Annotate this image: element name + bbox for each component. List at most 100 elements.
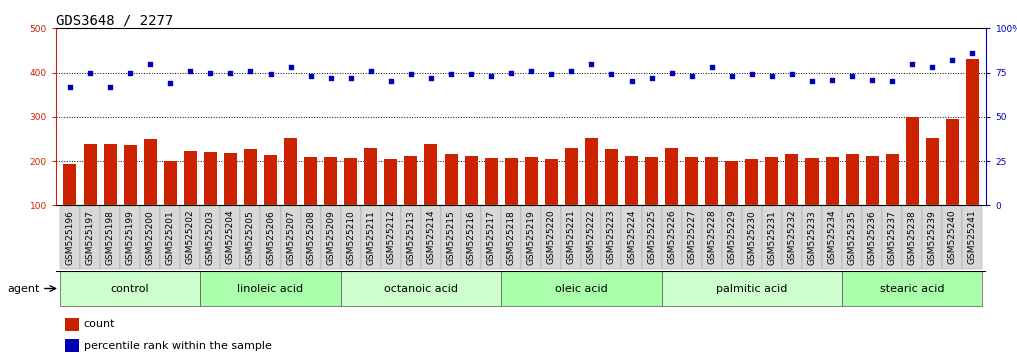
- Bar: [324, 156, 338, 205]
- Bar: [865, 156, 879, 205]
- Text: GSM525200: GSM525200: [145, 210, 155, 264]
- Bar: [621, 205, 642, 269]
- Point: [864, 77, 881, 82]
- Bar: [582, 205, 601, 269]
- Text: GSM525217: GSM525217: [486, 210, 495, 264]
- Bar: [421, 205, 441, 269]
- Bar: [83, 144, 97, 205]
- Point: [784, 72, 800, 77]
- Bar: [785, 154, 798, 205]
- Bar: [805, 158, 819, 205]
- Text: oleic acid: oleic acid: [555, 284, 608, 293]
- Bar: [501, 271, 662, 306]
- Text: GDS3648 / 2277: GDS3648 / 2277: [56, 13, 173, 27]
- Bar: [545, 159, 557, 205]
- Bar: [882, 205, 902, 269]
- Text: GSM525212: GSM525212: [386, 210, 396, 264]
- Point: [262, 72, 279, 77]
- Bar: [281, 205, 301, 269]
- Bar: [485, 158, 497, 205]
- Point: [844, 73, 860, 79]
- Text: linoleic acid: linoleic acid: [237, 284, 304, 293]
- Point: [102, 84, 118, 90]
- Text: GSM525204: GSM525204: [226, 210, 235, 264]
- Text: agent: agent: [7, 284, 40, 293]
- Bar: [341, 205, 361, 269]
- Bar: [361, 205, 380, 269]
- Bar: [200, 271, 341, 306]
- Bar: [120, 205, 140, 269]
- Bar: [344, 158, 357, 205]
- Text: GSM525201: GSM525201: [166, 210, 175, 264]
- Point: [884, 79, 900, 84]
- Text: GSM525206: GSM525206: [266, 210, 275, 264]
- Point: [142, 61, 159, 67]
- Text: GSM525221: GSM525221: [566, 210, 576, 264]
- Bar: [161, 205, 180, 269]
- Bar: [943, 205, 962, 269]
- Bar: [200, 205, 221, 269]
- Text: GSM525209: GSM525209: [326, 210, 336, 264]
- Bar: [705, 156, 718, 205]
- Text: GSM525238: GSM525238: [908, 210, 916, 264]
- Bar: [244, 149, 257, 205]
- Bar: [521, 205, 541, 269]
- Point: [242, 68, 258, 74]
- Bar: [60, 271, 200, 306]
- Text: GSM525213: GSM525213: [407, 210, 415, 264]
- Text: GSM525235: GSM525235: [847, 210, 856, 264]
- Bar: [104, 144, 117, 205]
- Bar: [80, 205, 100, 269]
- Text: percentile rank within the sample: percentile rank within the sample: [83, 341, 272, 350]
- Text: GSM525207: GSM525207: [286, 210, 295, 264]
- Point: [623, 79, 640, 84]
- Bar: [842, 205, 862, 269]
- Bar: [685, 156, 699, 205]
- Text: GSM525214: GSM525214: [426, 210, 435, 264]
- Text: GSM525203: GSM525203: [205, 210, 215, 264]
- Bar: [605, 149, 618, 205]
- Bar: [384, 159, 398, 205]
- Bar: [465, 156, 478, 205]
- Text: GSM525199: GSM525199: [126, 210, 134, 265]
- Bar: [946, 119, 959, 205]
- Bar: [140, 205, 161, 269]
- Point: [62, 84, 78, 90]
- Point: [644, 75, 660, 81]
- Point: [824, 77, 840, 82]
- Point: [82, 70, 99, 75]
- Point: [584, 61, 600, 67]
- Point: [704, 64, 720, 70]
- Text: GSM525236: GSM525236: [868, 210, 877, 264]
- Bar: [65, 318, 79, 331]
- Text: GSM525232: GSM525232: [787, 210, 796, 264]
- Bar: [601, 205, 621, 269]
- Text: GSM525226: GSM525226: [667, 210, 676, 264]
- Bar: [665, 148, 678, 205]
- Point: [543, 72, 559, 77]
- Bar: [441, 205, 461, 269]
- Bar: [100, 205, 120, 269]
- Text: GSM525234: GSM525234: [828, 210, 837, 264]
- Text: GSM525223: GSM525223: [607, 210, 616, 264]
- Bar: [221, 205, 240, 269]
- Bar: [902, 205, 922, 269]
- Bar: [504, 158, 518, 205]
- Bar: [164, 161, 177, 205]
- Point: [743, 72, 760, 77]
- Bar: [645, 156, 658, 205]
- Bar: [203, 152, 217, 205]
- Text: GSM525222: GSM525222: [587, 210, 596, 264]
- Bar: [722, 205, 741, 269]
- Text: GSM525231: GSM525231: [768, 210, 776, 264]
- Bar: [304, 156, 317, 205]
- Text: GSM525230: GSM525230: [747, 210, 757, 264]
- Bar: [264, 155, 277, 205]
- Point: [724, 73, 740, 79]
- Bar: [561, 205, 582, 269]
- Text: GSM525225: GSM525225: [647, 210, 656, 264]
- Bar: [60, 205, 80, 269]
- Text: control: control: [111, 284, 149, 293]
- Text: GSM525196: GSM525196: [65, 210, 74, 265]
- Point: [182, 68, 198, 74]
